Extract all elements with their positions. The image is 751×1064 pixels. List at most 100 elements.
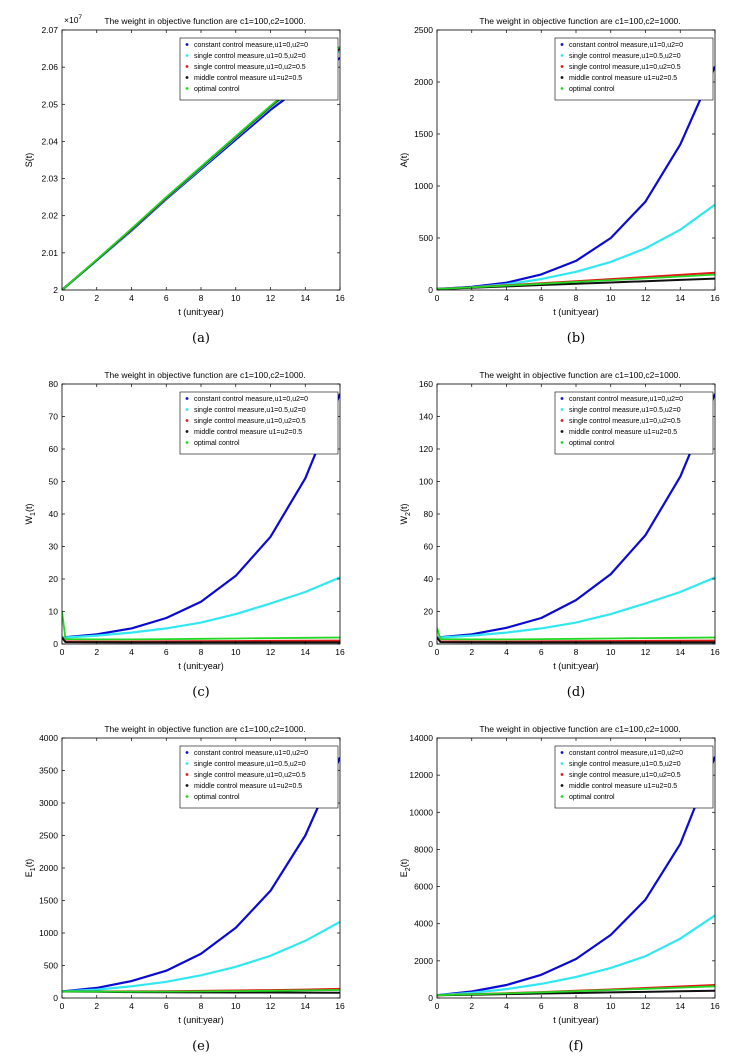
panel-caption: (d) xyxy=(566,685,586,700)
x-tick-label: 0 xyxy=(435,1001,440,1011)
legend-entry-3: single control measure,u1=0,u2=0.5 xyxy=(194,772,306,779)
x-tick-label: 14 xyxy=(676,647,686,657)
series-line-5 xyxy=(62,611,340,641)
x-tick-label: 12 xyxy=(641,293,651,303)
x-tick-label: 6 xyxy=(164,647,169,657)
legend-entry-4: middle control measure u1=u2=0.5 xyxy=(569,75,677,82)
chart-title: The weight in objective function are c1=… xyxy=(104,724,305,734)
y-axis-label: S(t) xyxy=(24,153,34,168)
legend-marker-1 xyxy=(185,751,189,754)
panel-caption: (b) xyxy=(566,331,586,346)
x-tick-label: 14 xyxy=(676,293,686,303)
y-tick-label: 10000 xyxy=(409,807,433,817)
legend-marker-4 xyxy=(560,76,564,79)
chart-svg: The weight in objective function are c1=… xyxy=(24,370,345,671)
y-axis-label: W2(t) xyxy=(399,504,412,525)
y-tick-label: 2.04 xyxy=(41,136,58,146)
data-lines xyxy=(437,756,715,997)
x-tick-label: 14 xyxy=(301,647,311,657)
series-line-2 xyxy=(437,914,715,997)
legend-marker-1 xyxy=(560,751,564,754)
x-tick-label: 12 xyxy=(641,1001,651,1011)
legend-box xyxy=(179,391,339,455)
legend-entry-2: single control measure,u1=0.5,u2=0 xyxy=(569,761,681,768)
y-tick-label: 2500 xyxy=(414,25,433,35)
legend-entry-3: single control measure,u1=0,u2=0.5 xyxy=(569,418,681,425)
legend-marker-3 xyxy=(560,419,564,422)
y-tick-label: 10 xyxy=(49,607,59,617)
chart-svg: The weight in objective function are c1=… xyxy=(399,724,720,1025)
y-tick-label: 80 xyxy=(424,509,434,519)
legend-entry-4: middle control measure u1=u2=0.5 xyxy=(569,783,677,790)
y-tick-label: 1500 xyxy=(414,129,433,139)
y-tick-label: 500 xyxy=(419,233,433,243)
legend-marker-2 xyxy=(560,54,564,57)
x-tick-label: 10 xyxy=(606,647,616,657)
legend-marker-1 xyxy=(185,43,189,46)
y-tick-label: 140 xyxy=(419,412,433,422)
legend-entry-1: constant control measure,u1=0,u2=0 xyxy=(569,42,683,49)
x-tick-label: 12 xyxy=(266,293,276,303)
legend-entry-1: constant control measure,u1=0,u2=0 xyxy=(194,396,308,403)
x-tick-label: 0 xyxy=(60,1001,65,1011)
x-tick-label: 10 xyxy=(231,293,241,303)
data-lines xyxy=(437,393,715,644)
y-tick-label: 100 xyxy=(419,477,433,487)
y-tick-label: 0 xyxy=(428,993,433,1003)
series-line-4 xyxy=(62,636,340,644)
x-tick-label: 4 xyxy=(504,647,509,657)
x-tick-label: 8 xyxy=(574,647,579,657)
x-tick-label: 2 xyxy=(94,647,99,657)
y-tick-label: 2.03 xyxy=(41,174,58,184)
y-tick-label: 2000 xyxy=(39,863,58,873)
panel-caption: (a) xyxy=(192,331,210,346)
series-line-5 xyxy=(437,273,715,290)
legend: constant control measure,u1=0,u2=0 single… xyxy=(179,745,339,809)
legend-box xyxy=(554,391,714,455)
x-tick-label: 8 xyxy=(199,647,204,657)
chart-panel-e: The weight in objective function are c1=… xyxy=(0,708,375,1062)
chart-panel-d: The weight in objective function are c1=… xyxy=(375,354,750,708)
y-tick-label: 40 xyxy=(49,509,59,519)
x-tick-label: 4 xyxy=(504,1001,509,1011)
x-tick-label: 2 xyxy=(469,293,474,303)
y-axis-label: E2(t) xyxy=(399,859,412,877)
x-tick-label: 6 xyxy=(539,293,544,303)
legend-entry-3: single control measure,u1=0,u2=0.5 xyxy=(569,772,681,779)
series-line-1 xyxy=(437,756,715,997)
y-tick-label: 2000 xyxy=(414,956,433,966)
chart-title: The weight in objective function are c1=… xyxy=(479,370,680,380)
legend: constant control measure,u1=0,u2=0 single… xyxy=(554,37,714,101)
x-tick-label: 12 xyxy=(266,1001,276,1011)
legend-marker-3 xyxy=(560,65,564,68)
legend-entry-3: single control measure,u1=0,u2=0.5 xyxy=(194,64,306,71)
x-tick-label: 14 xyxy=(676,1001,686,1011)
legend-marker-5 xyxy=(185,795,189,798)
x-tick-label: 0 xyxy=(60,647,65,657)
x-axis-label: t (unit:year) xyxy=(178,661,224,671)
y-tick-label: 3000 xyxy=(39,798,58,808)
legend-marker-4 xyxy=(185,784,189,787)
y-tick-label: 0 xyxy=(428,639,433,649)
y-tick-label: 4000 xyxy=(39,733,58,743)
x-tick-label: 8 xyxy=(199,293,204,303)
x-tick-label: 12 xyxy=(266,647,276,657)
y-tick-label: 20 xyxy=(49,574,59,584)
legend-entry-4: middle control measure u1=u2=0.5 xyxy=(194,75,302,82)
y-tick-label: 2.06 xyxy=(41,62,58,72)
legend-entry-2: single control measure,u1=0.5,u2=0 xyxy=(194,53,306,60)
legend-marker-3 xyxy=(560,773,564,776)
panel-caption: (c) xyxy=(192,685,210,700)
x-axis-label: t (unit:year) xyxy=(178,307,224,317)
y-tick-label: 60 xyxy=(49,444,59,454)
y-tick-label: 12000 xyxy=(409,770,433,780)
legend-entry-4: middle control measure u1=u2=0.5 xyxy=(194,429,302,436)
x-tick-label: 2 xyxy=(94,1001,99,1011)
legend-entry-2: single control measure,u1=0.5,u2=0 xyxy=(569,407,681,414)
y-tick-label: 3500 xyxy=(39,766,58,776)
chart-panel-a: The weight in objective function are c1=… xyxy=(0,0,375,354)
y-tick-label: 30 xyxy=(49,542,59,552)
legend-entry-5: optimal control xyxy=(194,86,240,93)
y-exponent-label: ×107 xyxy=(64,14,82,25)
x-tick-label: 2 xyxy=(469,647,474,657)
